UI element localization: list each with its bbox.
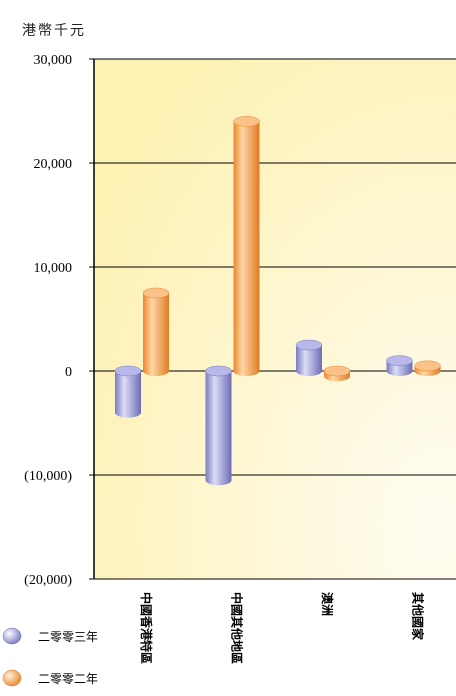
bar-bottom-cap bbox=[233, 366, 260, 376]
bar bbox=[295, 339, 323, 376]
category-labels: 中國香港特區 中國其他地區 澳洲 其他國家 bbox=[139, 592, 426, 664]
y-axis-ticks: 30,000 20,000 10,000 0 (10,000) (20,000) bbox=[24, 53, 94, 588]
bar bbox=[205, 365, 232, 486]
category-label: 澳洲 bbox=[320, 592, 335, 616]
legend-swatch-2003 bbox=[2, 627, 22, 645]
y-tick-label: 20,000 bbox=[34, 157, 73, 172]
bar bbox=[323, 365, 351, 382]
bar-top-cap bbox=[233, 116, 260, 127]
category-label: 其他國家 bbox=[411, 592, 426, 641]
bar-top-cap bbox=[114, 365, 142, 377]
y-tick-label: (10,000) bbox=[24, 469, 72, 484]
bar-top-cap bbox=[205, 365, 232, 377]
bar bbox=[114, 365, 142, 418]
bar-body bbox=[115, 371, 141, 413]
legend-item-2003: 二零零三年 bbox=[2, 627, 98, 645]
bar-top-cap bbox=[414, 360, 441, 372]
bar-body bbox=[205, 371, 232, 481]
bar-bottom-cap bbox=[386, 366, 413, 376]
y-tick-label: 0 bbox=[65, 365, 72, 380]
legend-label-2002: 二零零二年 bbox=[38, 672, 98, 686]
category-label: 中國其他地區 bbox=[230, 592, 245, 664]
category-label: 中國香港特區 bbox=[139, 592, 154, 664]
bars bbox=[114, 116, 441, 486]
bar bbox=[386, 355, 413, 376]
bar bbox=[414, 360, 441, 376]
legend: 二零零三年 二零零二年 bbox=[2, 627, 98, 687]
bar-bottom-cap bbox=[115, 407, 141, 418]
bar-bottom-cap bbox=[143, 366, 169, 376]
bar-top-cap bbox=[323, 365, 351, 377]
bar-bottom-cap bbox=[296, 366, 322, 376]
y-tick-label: 30,000 bbox=[34, 53, 73, 68]
bar bbox=[233, 116, 260, 376]
bar-top-cap bbox=[142, 287, 170, 299]
bar bbox=[142, 287, 170, 376]
bar-top-cap bbox=[386, 355, 413, 366]
legend-item-2002: 二零零二年 bbox=[2, 669, 98, 687]
legend-swatch-2002 bbox=[2, 669, 22, 687]
legend-label-2003: 二零零三年 bbox=[38, 630, 98, 644]
unit-label: 港幣千元 bbox=[22, 23, 86, 39]
bar-body bbox=[233, 121, 260, 372]
bar-bottom-cap bbox=[205, 475, 232, 486]
y-tick-label: 10,000 bbox=[34, 261, 73, 276]
bar-body bbox=[143, 293, 169, 371]
y-tick-label: (20,000) bbox=[24, 573, 72, 588]
bar-top-cap bbox=[295, 339, 323, 351]
